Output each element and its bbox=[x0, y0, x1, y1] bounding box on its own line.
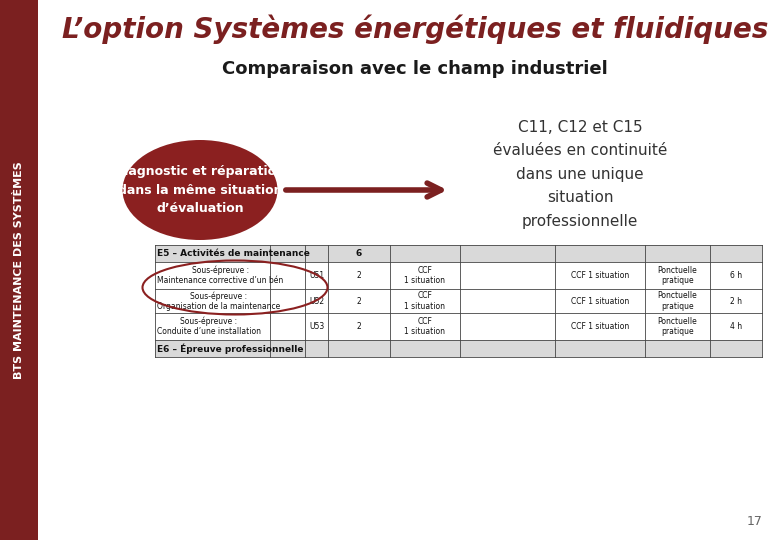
Text: 2 h: 2 h bbox=[730, 296, 742, 306]
Text: 6: 6 bbox=[356, 249, 362, 258]
Text: CCF
1 situation: CCF 1 situation bbox=[405, 266, 445, 285]
Text: Diagnostic et réparation
dans la même situation
d’évaluation: Diagnostic et réparation dans la même si… bbox=[115, 165, 285, 214]
Bar bbox=[0, 0, 38, 540]
Text: Comparaison avec le champ industriel: Comparaison avec le champ industriel bbox=[222, 60, 608, 78]
Bar bbox=[155, 340, 762, 357]
Text: Sous-épreuve :
Maintenance corrective d’un bén: Sous-épreuve : Maintenance corrective d’… bbox=[157, 266, 283, 286]
Text: L’option Systèmes énergétiques et fluidiques: L’option Systèmes énergétiques et fluidi… bbox=[62, 15, 768, 44]
Text: CCF 1 situation: CCF 1 situation bbox=[571, 271, 629, 280]
Text: U52: U52 bbox=[309, 296, 324, 306]
Text: Ponctuelle
pratique: Ponctuelle pratique bbox=[658, 266, 697, 285]
Text: CCF 1 situation: CCF 1 situation bbox=[571, 322, 629, 331]
Text: 6 h: 6 h bbox=[730, 271, 742, 280]
Text: 4 h: 4 h bbox=[730, 322, 742, 331]
Text: U51: U51 bbox=[309, 271, 324, 280]
Text: 2: 2 bbox=[356, 296, 361, 306]
Text: Sous-épreuve :
Organisation de la maintenance: Sous-épreuve : Organisation de la mainte… bbox=[157, 291, 280, 311]
Text: CCF
1 situation: CCF 1 situation bbox=[405, 291, 445, 310]
Text: 17: 17 bbox=[747, 515, 763, 528]
Text: BTS MAINTENANCE DES SYSTÈMES: BTS MAINTENANCE DES SYSTÈMES bbox=[14, 161, 24, 379]
Text: C11, C12 et C15
évaluées en continuité
dans une unique
situation
professionnelle: C11, C12 et C15 évaluées en continuité d… bbox=[493, 120, 667, 228]
Text: CCF 1 situation: CCF 1 situation bbox=[571, 296, 629, 306]
Text: 2: 2 bbox=[356, 271, 361, 280]
FancyArrowPatch shape bbox=[285, 183, 441, 197]
Bar bbox=[155, 245, 762, 262]
Text: Sous-épreuve :
Conduite d’une installation: Sous-épreuve : Conduite d’une installati… bbox=[157, 316, 261, 336]
Ellipse shape bbox=[122, 140, 278, 240]
Text: U53: U53 bbox=[309, 322, 324, 331]
Text: E6 – Épreuve professionnelle: E6 – Épreuve professionnelle bbox=[157, 343, 303, 354]
Text: 2: 2 bbox=[356, 322, 361, 331]
Text: Ponctuelle
pratique: Ponctuelle pratique bbox=[658, 317, 697, 336]
Text: Ponctuelle
pratique: Ponctuelle pratique bbox=[658, 291, 697, 310]
Text: E5 – Activités de maintenance: E5 – Activités de maintenance bbox=[157, 249, 310, 258]
Text: CCF
1 situation: CCF 1 situation bbox=[405, 317, 445, 336]
